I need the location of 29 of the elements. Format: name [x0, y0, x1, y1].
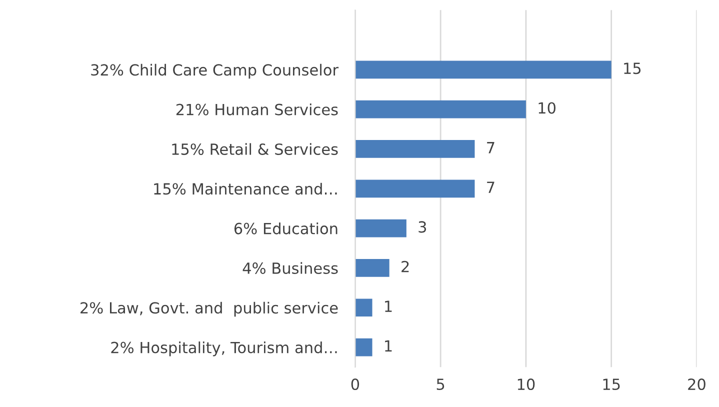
y-tick-label: 6% Education	[234, 222, 338, 234]
bar	[355, 219, 406, 238]
data-label: 7	[487, 142, 494, 154]
y-tick-label: 2% Hospitality, Tourism and…	[111, 341, 337, 356]
bar	[355, 140, 475, 158]
data-label: 15	[624, 62, 641, 74]
bar	[355, 338, 372, 356]
bar	[355, 60, 612, 79]
bar	[355, 298, 372, 317]
data-label: 10	[538, 102, 556, 114]
y-tick-label: 4% Business	[242, 262, 338, 274]
data-label: 2	[402, 260, 409, 272]
bar	[355, 259, 390, 277]
data-label: 7	[487, 182, 494, 193]
x-tick-label: 20	[688, 378, 706, 390]
y-tick-label: 15% Retail & Services	[172, 143, 338, 156]
x-tick-label: 5	[436, 378, 444, 390]
x-tick-label: 15	[603, 378, 620, 390]
x-tick-label: 10	[518, 378, 535, 390]
y-tick-label: 15% Maintenance and…	[154, 182, 337, 195]
bar	[355, 100, 526, 118]
data-label: 1	[385, 340, 392, 352]
data-label: 3	[418, 221, 426, 233]
bar	[355, 180, 475, 198]
x-tick-label: 0	[351, 378, 360, 390]
y-tick-label: 2% Law, Govt. and public service	[80, 302, 338, 317]
y-tick-label: 32% Child Care Camp Counselor	[91, 64, 339, 79]
y-tick-label: 21% Human Services	[176, 104, 338, 116]
data-label: 1	[385, 300, 392, 312]
